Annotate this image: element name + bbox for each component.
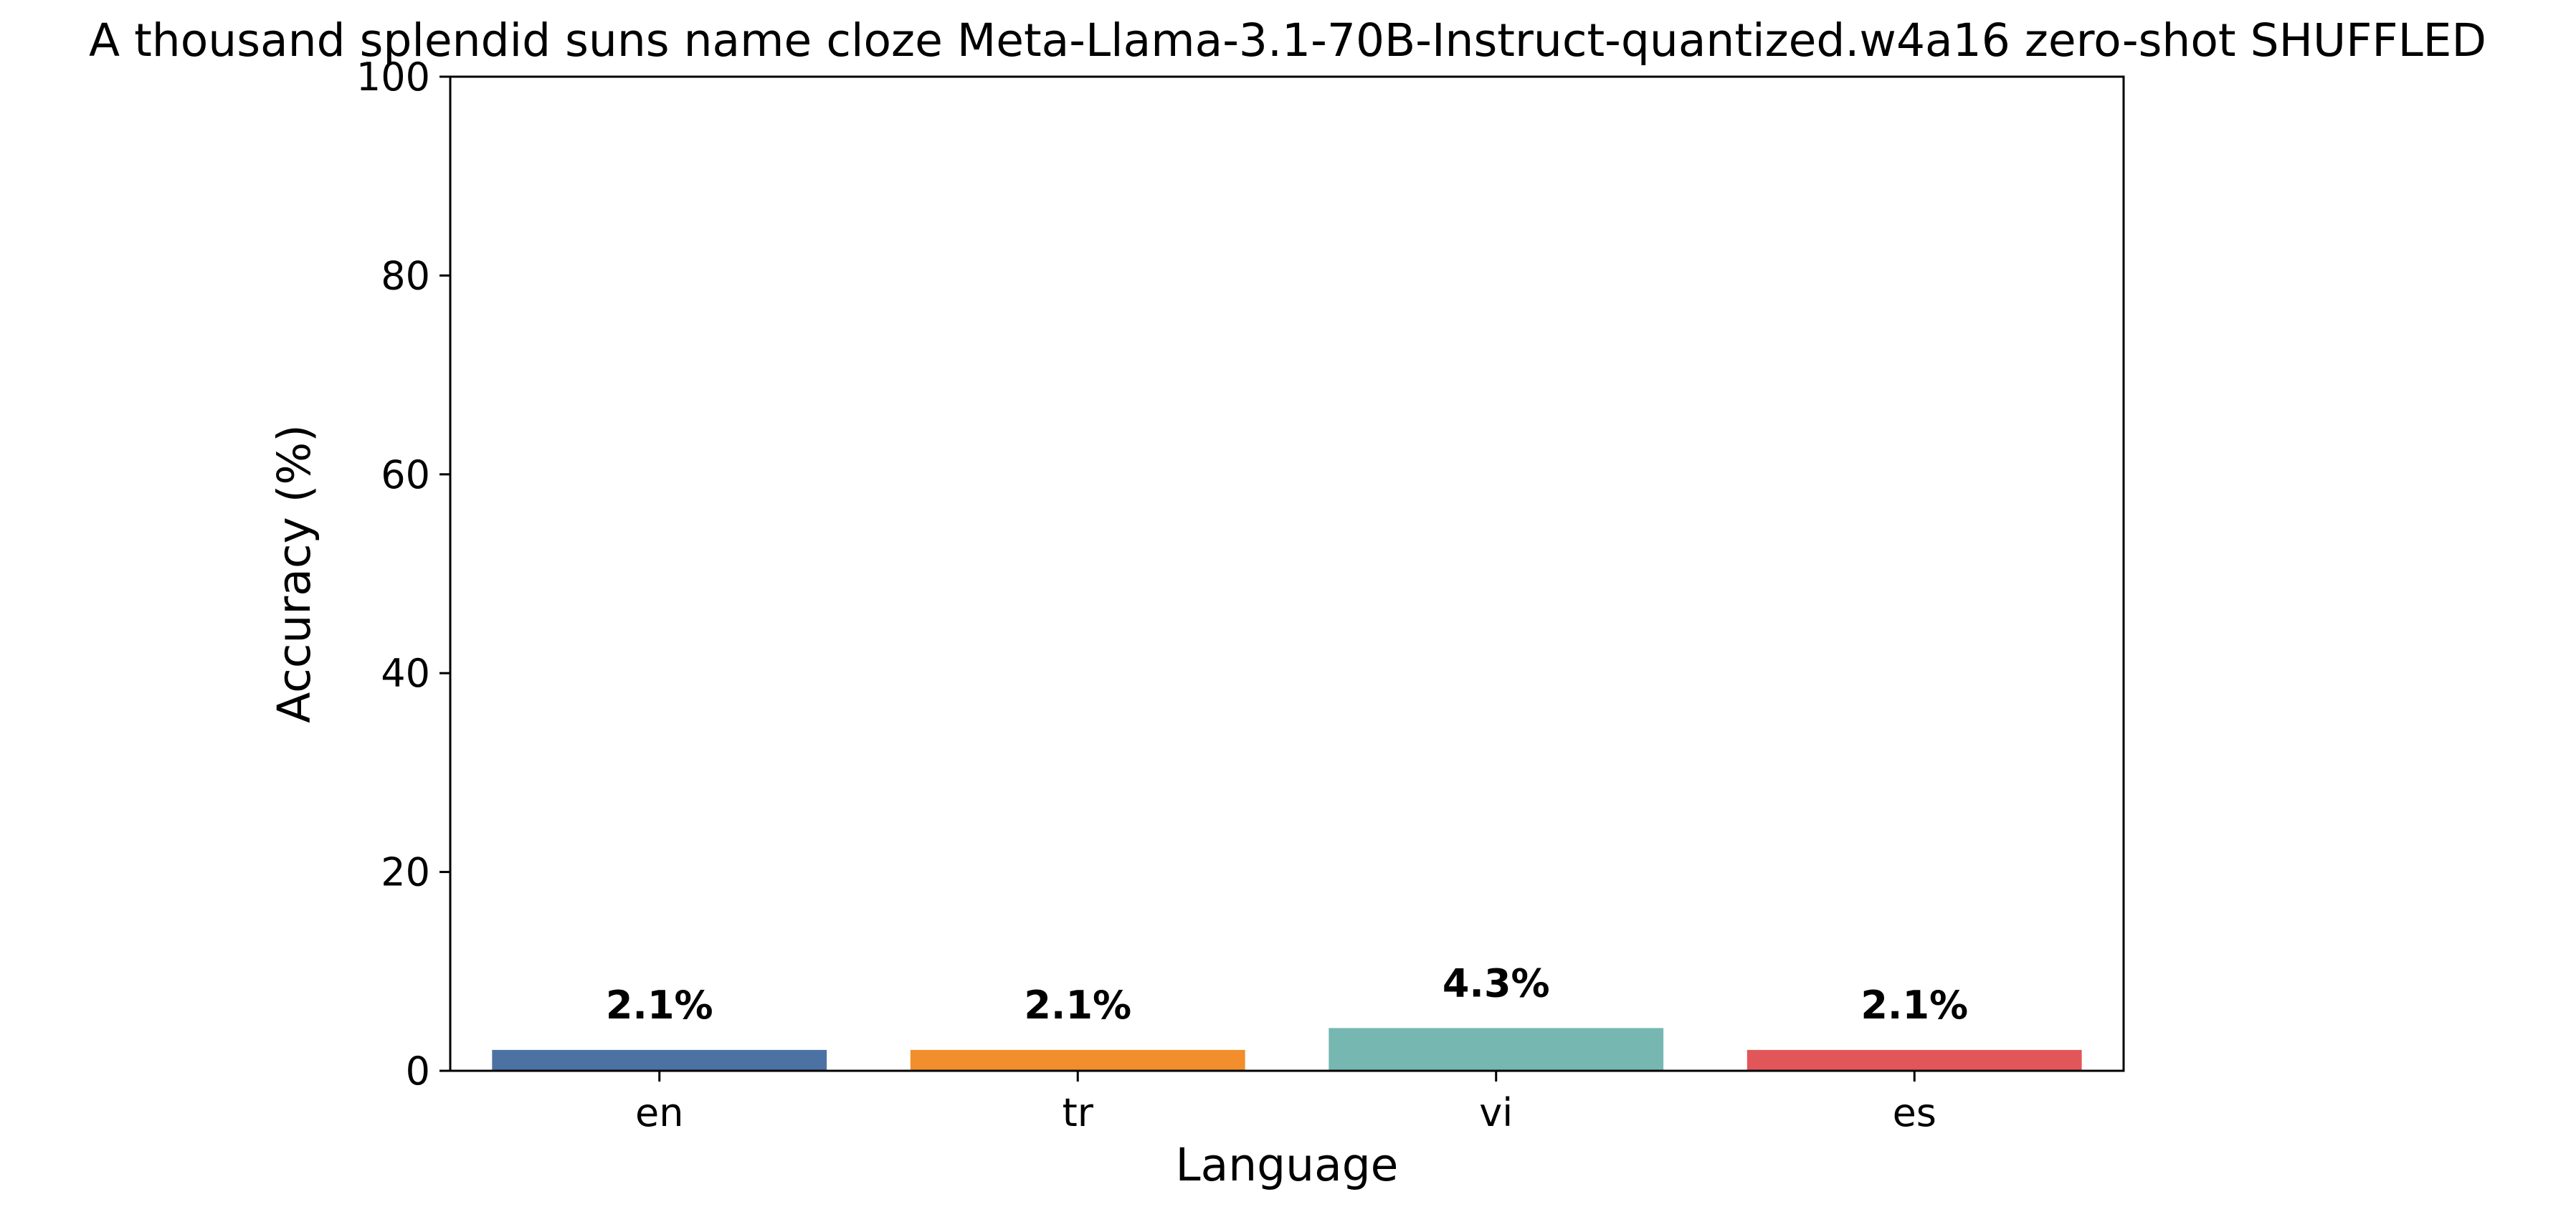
- bars-group: [492, 1028, 2082, 1071]
- x-tick-label-vi: vi: [1479, 1090, 1513, 1135]
- bar-en: [492, 1049, 827, 1071]
- y-tick-label-40: 40: [381, 651, 430, 696]
- chart-title: A thousand splendid suns name cloze Meta…: [89, 14, 2486, 67]
- y-tick-label-100: 100: [356, 54, 430, 100]
- x-axis-label: Language: [1176, 1139, 1399, 1191]
- data-label-en: 2.1%: [606, 983, 713, 1028]
- x-tick-label-tr: tr: [1063, 1090, 1094, 1135]
- data-labels-group: 2.1% 2.1% 4.3% 2.1%: [606, 960, 1968, 1028]
- x-axis-ticks: en tr vi es: [635, 1071, 1936, 1135]
- data-label-es: 2.1%: [1860, 983, 1968, 1028]
- data-label-tr: 2.1%: [1024, 983, 1131, 1028]
- bar-vi: [1329, 1028, 1664, 1071]
- y-tick-label-60: 60: [381, 452, 430, 497]
- y-tick-label-0: 0: [406, 1049, 430, 1094]
- x-tick-label-es: es: [1893, 1090, 1936, 1135]
- data-label-vi: 4.3%: [1443, 960, 1550, 1006]
- bar-tr: [910, 1049, 1245, 1071]
- plot-frame: [449, 75, 2125, 1072]
- plot-area: 2.1% 2.1% 4.3% 2.1% 0 20 40 60 80 100 en tr vi es: [356, 54, 2125, 1135]
- x-tick-label-en: en: [635, 1090, 683, 1135]
- bar-es: [1746, 1049, 2082, 1071]
- y-axis-label: Accuracy (%): [268, 424, 320, 723]
- y-axis-ticks: 0 20 40 60 80 100: [356, 54, 450, 1094]
- y-tick-label-80: 80: [381, 253, 430, 298]
- y-tick-label-20: 20: [381, 850, 430, 895]
